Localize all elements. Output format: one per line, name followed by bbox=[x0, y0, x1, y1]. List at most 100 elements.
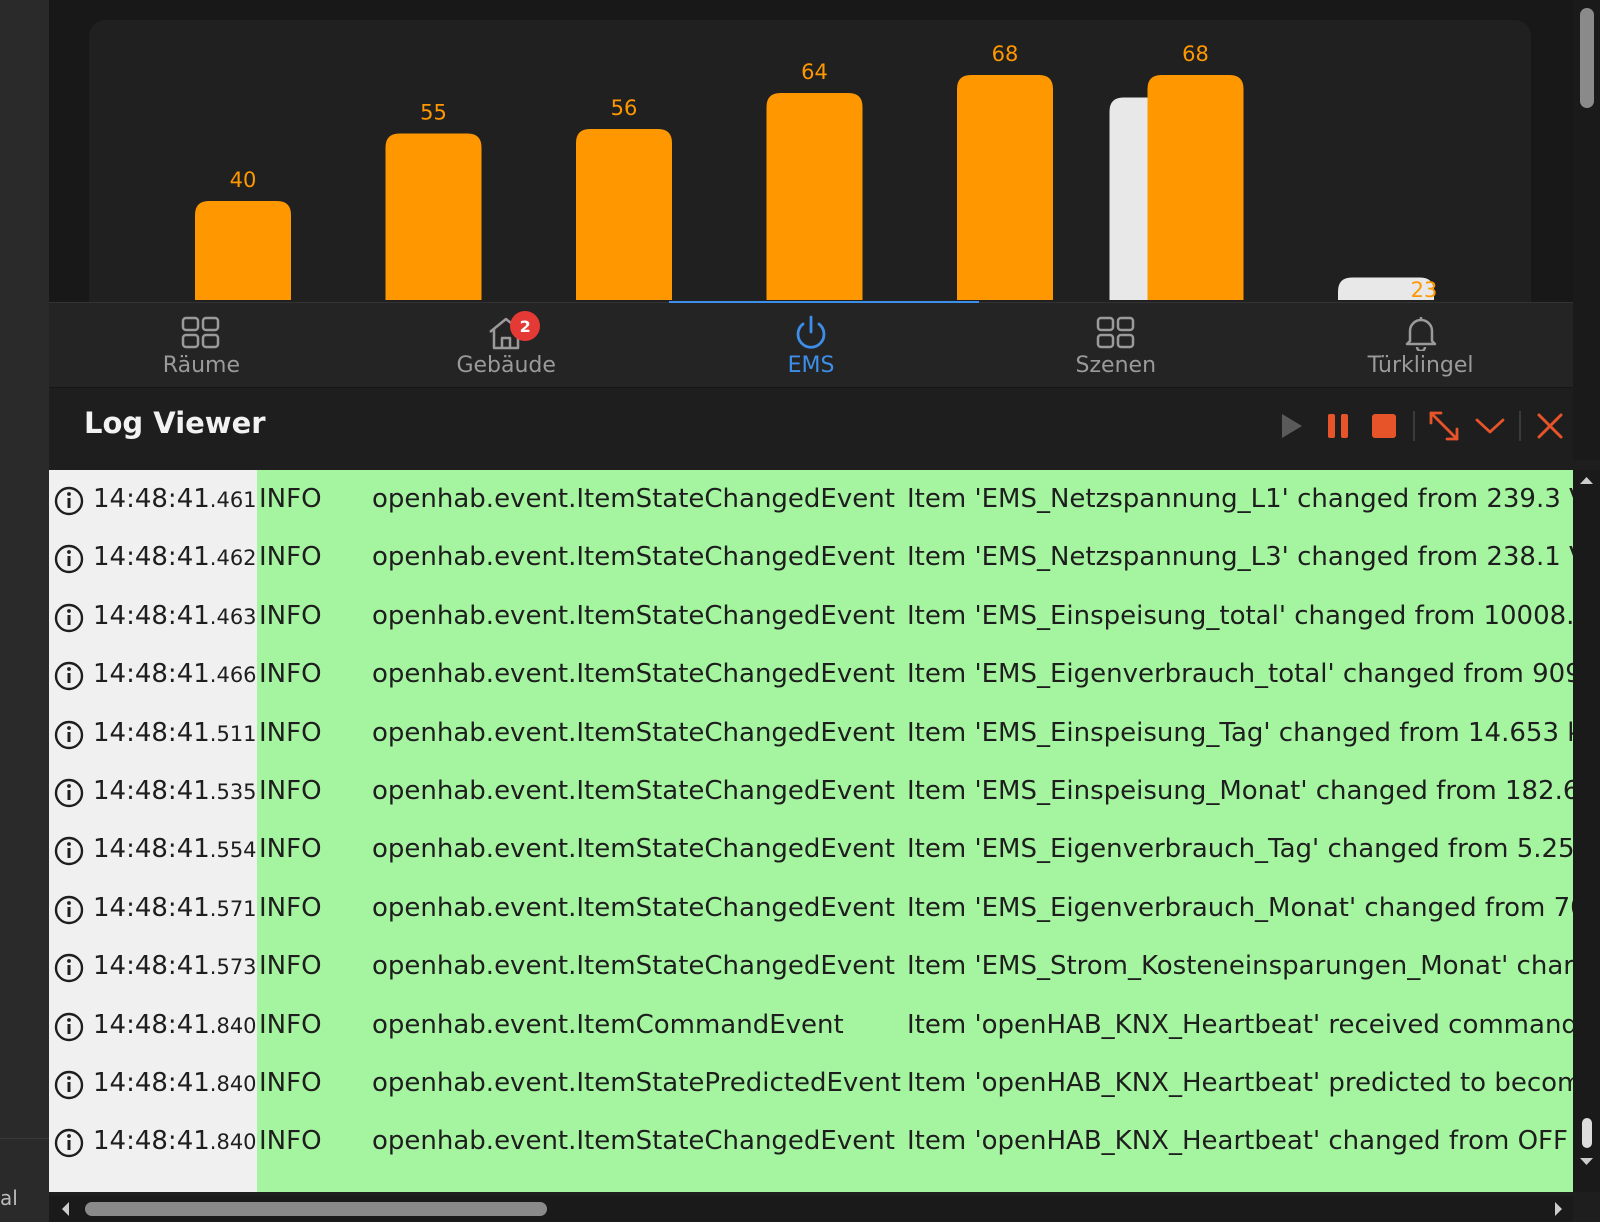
log-row[interactable]: 14:48:41.511 INFO openhab.event.ItemStateC… bbox=[49, 704, 1573, 762]
info-icon bbox=[54, 1129, 84, 1158]
log-logger: openhab.event.ItemStateChangedEvent bbox=[372, 1126, 895, 1157]
info-icon bbox=[54, 603, 84, 632]
nav-label-gebaeude: Gebäude bbox=[456, 353, 556, 378]
bar bbox=[576, 129, 672, 300]
pause-button[interactable] bbox=[1315, 406, 1361, 446]
log-milliseconds: .511 bbox=[209, 721, 257, 746]
info-icon bbox=[54, 837, 84, 866]
grid-icon bbox=[1096, 315, 1136, 351]
log-time-column bbox=[49, 470, 257, 1192]
log-vertical-scrollbar[interactable] bbox=[1573, 470, 1600, 1192]
sidebar-label: al bbox=[0, 1186, 18, 1210]
chevron-down-icon bbox=[1475, 418, 1505, 434]
log-timestamp: 14:48:41.571 bbox=[93, 893, 257, 923]
log-logger: openhab.event.ItemStateChangedEvent bbox=[372, 717, 895, 748]
play-icon bbox=[1282, 414, 1302, 438]
nav-item-ems[interactable]: EMS bbox=[659, 303, 964, 387]
expand-button[interactable] bbox=[1421, 406, 1467, 446]
nav-label-tuerklingel: Türklingel bbox=[1367, 353, 1474, 378]
log-message: Item 'EMS_Einspeisung_total' changed fro… bbox=[907, 600, 1573, 631]
log-timestamp: 14:48:41.554 bbox=[93, 834, 257, 864]
stop-button[interactable] bbox=[1361, 406, 1407, 446]
log-milliseconds: .573 bbox=[209, 955, 257, 980]
log-logger: openhab.event.ItemStateChangedEvent bbox=[372, 834, 895, 865]
page-scrollbar-thumb[interactable] bbox=[1580, 8, 1594, 108]
info-icon bbox=[54, 661, 84, 691]
toolbar-divider bbox=[1413, 411, 1415, 441]
scroll-down-icon[interactable] bbox=[1573, 1152, 1600, 1172]
bar-data-label: 64 bbox=[801, 60, 828, 84]
log-row[interactable]: 14:48:41.535 INFO openhab.event.ItemStateC… bbox=[49, 762, 1573, 820]
scroll-up-icon[interactable] bbox=[1573, 470, 1600, 490]
log-horizontal-scrollbar[interactable] bbox=[49, 1196, 1573, 1222]
log-timestamp: 14:48:41.573 bbox=[93, 951, 257, 981]
log-vscroll-thumb[interactable] bbox=[1582, 1118, 1592, 1148]
log-level: INFO bbox=[259, 484, 322, 514]
log-level: INFO bbox=[259, 1009, 322, 1040]
log-timestamp: 14:48:41.840 bbox=[93, 1068, 257, 1098]
grid-icon bbox=[181, 315, 221, 351]
log-timestamp: 14:48:41.840 bbox=[93, 1126, 257, 1156]
log-level: INFO bbox=[259, 542, 322, 573]
bar-data-label: 68 bbox=[1182, 42, 1209, 66]
info-icon bbox=[54, 895, 84, 924]
nav-item-gebaeude[interactable]: 2 Gebäude bbox=[354, 303, 659, 387]
log-time: 14:48:41 bbox=[93, 600, 210, 631]
house-icon: 2 bbox=[486, 311, 541, 351]
expand-icon bbox=[1429, 411, 1459, 441]
log-row[interactable]: 14:48:41.573 INFO openhab.event.ItemStateC… bbox=[49, 937, 1573, 995]
log-message: Item 'EMS_Eigenverbrauch_total' changed … bbox=[907, 659, 1573, 690]
log-row[interactable]: 14:48:41.554 INFO openhab.event.ItemStateC… bbox=[49, 820, 1573, 878]
log-row[interactable]: 14:48:41.461 INFO openhab.event.ItemStateC… bbox=[49, 470, 1573, 528]
play-button[interactable] bbox=[1269, 406, 1315, 446]
log-table[interactable]: 14:48:41.461 INFO openhab.event.ItemStateC… bbox=[49, 470, 1573, 1192]
log-logger: openhab.event.ItemStateChangedEvent bbox=[372, 951, 895, 982]
log-level: INFO bbox=[259, 717, 322, 748]
log-row[interactable]: 14:48:41.466 INFO openhab.event.ItemStateC… bbox=[49, 645, 1573, 703]
page-scrollbar[interactable] bbox=[1573, 0, 1600, 460]
log-viewer-title: Log Viewer bbox=[84, 406, 266, 440]
log-time: 14:48:41 bbox=[93, 776, 210, 806]
bell-icon bbox=[1401, 315, 1441, 353]
info-icon bbox=[54, 953, 84, 983]
log-message: Item 'openHAB_KNX_Heartbeat' changed fro… bbox=[907, 1126, 1568, 1157]
log-time: 14:48:41 bbox=[93, 659, 210, 690]
log-milliseconds: .463 bbox=[209, 604, 257, 629]
close-icon bbox=[1537, 413, 1563, 439]
log-message: Item 'openHAB_KNX_Heartbeat' predicted t… bbox=[907, 1068, 1573, 1098]
nav-item-tuerklingel[interactable]: Türklingel bbox=[1268, 303, 1573, 387]
bar-chart: 40 55 56 64 68 68 23 bbox=[195, 42, 1437, 302]
log-hscroll-thumb[interactable] bbox=[85, 1202, 547, 1216]
log-row[interactable]: 14:48:41.571 INFO openhab.event.ItemStateC… bbox=[49, 879, 1573, 937]
log-message: Item 'openHAB_KNX_Heartbeat' received co… bbox=[907, 1009, 1573, 1040]
bar bbox=[195, 201, 291, 300]
scroll-right-icon[interactable] bbox=[1549, 1196, 1569, 1222]
notification-badge: 2 bbox=[510, 311, 541, 341]
collapse-button[interactable] bbox=[1467, 406, 1513, 446]
log-level: INFO bbox=[259, 1068, 322, 1098]
log-time: 14:48:41 bbox=[93, 717, 210, 748]
bar bbox=[766, 93, 863, 300]
log-row[interactable]: 14:48:41.462 INFO openhab.event.ItemStateC… bbox=[49, 528, 1573, 586]
nav-item-szenen[interactable]: Szenen bbox=[963, 303, 1268, 387]
close-button[interactable] bbox=[1527, 406, 1573, 446]
log-message: Item 'EMS_Eigenverbrauch_Monat' changed … bbox=[907, 892, 1573, 923]
log-row[interactable]: 14:48:41.463 INFO openhab.event.ItemStateC… bbox=[49, 587, 1573, 645]
log-message: Item 'EMS_Strom_Kosteneinsparungen_Monat… bbox=[907, 951, 1573, 982]
log-viewer-header: Log Viewer bbox=[49, 388, 1573, 470]
log-row[interactable]: 14:48:41.840 INFO openhab.event.ItemComman… bbox=[49, 996, 1573, 1054]
scroll-left-icon[interactable] bbox=[55, 1196, 75, 1222]
log-row[interactable]: 14:48:41.840 INFO openhab.event.ItemStateC… bbox=[49, 1112, 1573, 1170]
bar-data-label: 40 bbox=[230, 168, 257, 192]
log-time: 14:48:41 bbox=[93, 892, 210, 923]
sidebar-divider bbox=[0, 1138, 49, 1139]
bar bbox=[1147, 75, 1244, 300]
info-icon bbox=[54, 1070, 84, 1100]
info-icon bbox=[54, 720, 84, 749]
log-row[interactable]: 14:48:41.840 INFO openhab.event.ItemStateP… bbox=[49, 1054, 1573, 1112]
nav-item-raeume[interactable]: Räume bbox=[49, 303, 354, 387]
bottom-navigation: Räume 2 Gebäude EMS Szenen Türklingel bbox=[49, 303, 1573, 388]
log-message: Item 'EMS_Netzspannung_L3' changed from … bbox=[907, 542, 1573, 573]
log-logger: openhab.event.ItemStateChangedEvent bbox=[372, 484, 895, 514]
log-milliseconds: .466 bbox=[209, 663, 257, 688]
